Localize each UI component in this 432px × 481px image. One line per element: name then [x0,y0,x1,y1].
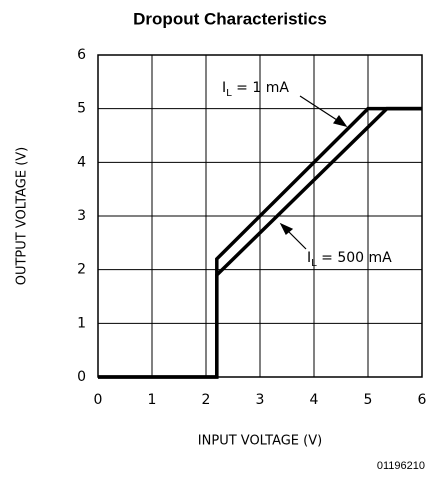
x-tick-label: 4 [310,392,319,408]
x-axis-label: INPUT VOLTAGE (V) [198,434,322,449]
y-tick-label: 3 [77,208,86,224]
footnote: 01196210 [377,460,425,472]
line-series [98,106,422,379]
series-label-part: I [307,250,311,266]
x-tick-label: 6 [418,392,427,408]
x-tick-label: 3 [256,392,265,408]
series-label-part: L [226,88,232,99]
y-tick-label: 4 [77,154,86,170]
x-tick-label: 1 [148,392,157,408]
y-tick-label: 6 [77,47,86,63]
x-tick-label: 0 [94,392,103,408]
plot-frame [97,54,423,378]
x-tick-label: 2 [202,392,211,408]
series-label-part: = 500 mA [317,250,392,266]
series-label: IL = 500 mA [307,250,392,269]
y-axis-label: OUTPUT VOLTAGE (V) [15,147,30,286]
x-tick-label: 5 [364,392,373,408]
y-tick-label: 0 [77,369,86,385]
series-label: IL = 1 mA [222,80,289,99]
series-label-part: I [222,80,226,96]
y-tick-label: 1 [77,315,86,331]
y-tick-label: 5 [77,101,86,117]
series-label-part: = 1 mA [232,80,290,96]
y-tick-label: 2 [77,262,86,278]
chart-title: Dropout Characteristics [133,9,327,28]
series-label-part: L [311,258,317,269]
